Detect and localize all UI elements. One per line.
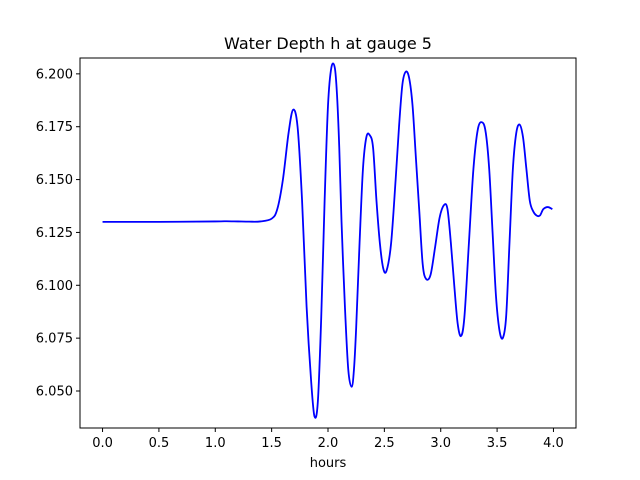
series-layer bbox=[102, 62, 553, 419]
y-tick-label: 6.175 bbox=[36, 120, 73, 135]
y-axis: 6.050 6.075 6.100 6.125 6.150 6.175 6.200 bbox=[36, 67, 80, 400]
x-axis: 0.0 0.5 1.0 1.5 2.0 2.5 3.0 3.5 4.0 bbox=[92, 428, 564, 451]
x-tick-label: 2.0 bbox=[318, 436, 339, 451]
y-tick-label: 6.050 bbox=[36, 385, 73, 400]
x-tick-label: 0.5 bbox=[149, 436, 170, 451]
x-axis-label: hours bbox=[310, 456, 347, 471]
chart-title: Water Depth h at gauge 5 bbox=[224, 34, 432, 53]
x-tick-label: 1.0 bbox=[205, 436, 226, 451]
x-tick-label: 3.5 bbox=[487, 436, 508, 451]
x-tick-label: 2.5 bbox=[374, 436, 395, 451]
x-tick-label: 4.0 bbox=[543, 436, 564, 451]
y-tick-label: 6.075 bbox=[36, 332, 73, 347]
y-tick-label: 6.200 bbox=[36, 67, 73, 82]
x-tick-label: 3.0 bbox=[430, 436, 451, 451]
y-tick-label: 6.100 bbox=[36, 279, 73, 294]
series-line-0 bbox=[102, 62, 553, 419]
x-tick-label: 1.5 bbox=[261, 436, 282, 451]
y-tick-label: 6.125 bbox=[36, 226, 73, 241]
x-tick-label: 0.0 bbox=[92, 436, 113, 451]
y-tick-label: 6.150 bbox=[36, 173, 73, 188]
